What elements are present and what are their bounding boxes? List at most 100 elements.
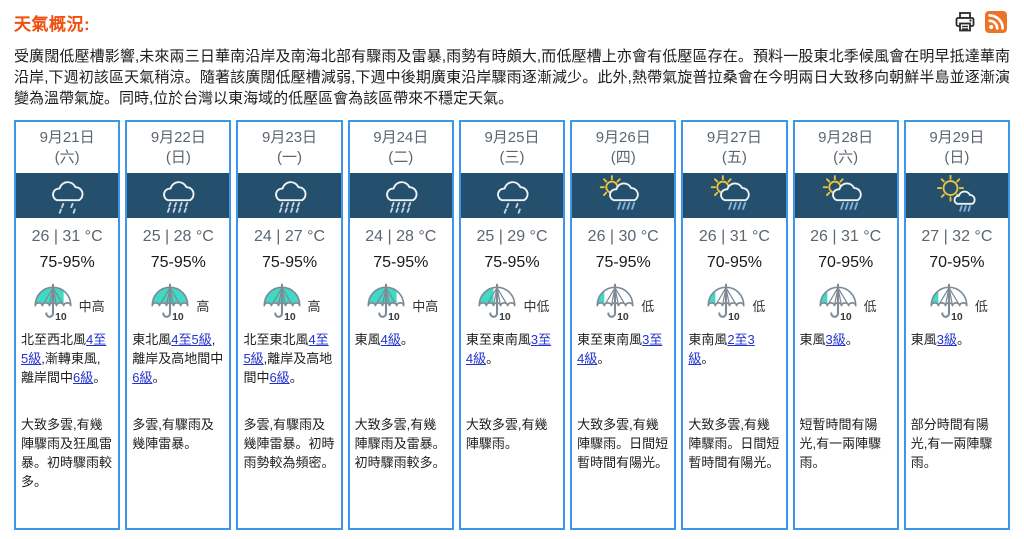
date-label: 9月22日 (日) <box>150 129 206 166</box>
date-label: 9月24日 (二) <box>373 129 429 166</box>
psr-umbrella-icon: 10 <box>33 283 72 323</box>
weather-forecast: 大致多雲,有幾陣驟雨及雷暴。初時驟雨較多。 <box>354 417 446 470</box>
page-title: 天氣概況: <box>14 15 91 34</box>
svg-text:10: 10 <box>728 312 740 323</box>
sunny-intervals-showers-icon <box>711 175 751 210</box>
svg-text:10: 10 <box>55 312 67 323</box>
svg-text:10: 10 <box>388 312 400 323</box>
humidity-range: 75-95% <box>484 254 540 271</box>
humidity-range: 70-95% <box>929 254 985 271</box>
psr-label: 低 <box>863 299 877 314</box>
temperature-range: 26 | 31 °C <box>810 228 882 245</box>
weather-forecast: 部分時間有陽光,有一兩陣驟雨。 <box>910 417 993 470</box>
humidity-range: 70-95% <box>706 254 762 271</box>
humidity-range: 75-95% <box>39 254 95 271</box>
date-label: 9月26日 (四) <box>595 129 651 166</box>
wind-forecast: 東至東南風3至4級。 <box>465 332 552 366</box>
svg-text:10: 10 <box>172 312 184 323</box>
temperature-range: 26 | 30 °C <box>587 228 659 245</box>
humidity-range: 70-95% <box>818 254 874 271</box>
date-label: 9月27日 (五) <box>706 129 762 166</box>
print-icon[interactable] <box>953 10 977 34</box>
psr-row: 10 高 <box>127 281 229 323</box>
forecast-day-card: 9月23日 (一) 24 | 27 °C 75-95% 10 高 北至東北風4至5… <box>236 120 343 530</box>
svg-text:10: 10 <box>617 312 629 323</box>
weather-forecast: 大致多雲,有幾陣驟雨。 <box>465 417 548 451</box>
forecast-day-card: 9月26日 (四) 26 | 30 °C 75-95% 10 低 東至東南風3至4… <box>570 120 677 530</box>
psr-row: 10 低 <box>906 281 1008 323</box>
psr-umbrella-icon: 10 <box>930 283 968 323</box>
forecast-day-card: 9月27日 (五) 26 | 31 °C 70-95% 10 低 東南風2至3級。… <box>681 120 788 530</box>
weather-icon-banner <box>794 173 897 218</box>
heavy-rain-icon <box>163 181 195 213</box>
wind-force-link[interactable]: 3至4級 <box>577 332 663 366</box>
forecast-day-card: 9月24日 (二) 24 | 28 °C 75-95% 10 中高 東風4級。 大… <box>347 120 454 530</box>
wind-force-link[interactable]: 3級 <box>936 332 957 347</box>
weather-summary-text: 受廣闊低壓槽影響,未來兩三日華南沿岸及南海北部有驟雨及雷暴,雨勢有時頗大,而低壓… <box>14 48 1010 107</box>
temperature-range: 26 | 31 °C <box>698 228 770 245</box>
wind-forecast: 東風4級。 <box>354 332 414 347</box>
psr-label: 低 <box>752 299 766 314</box>
heavy-rain-icon <box>274 181 306 213</box>
svg-text:10: 10 <box>951 312 963 323</box>
psr-row: 10 低 <box>683 281 785 323</box>
psr-row: 10 低 <box>795 281 897 323</box>
psr-umbrella-icon: 10 <box>478 283 517 323</box>
rain-icon <box>52 181 84 214</box>
psr-label: 低 <box>974 299 988 314</box>
wind-force-link[interactable]: 2至3級 <box>688 332 755 366</box>
humidity-range: 75-95% <box>261 254 318 271</box>
psr-label: 高 <box>196 299 210 314</box>
wind-force-link[interactable]: 4至5級 <box>243 332 329 366</box>
date-label: 9月21日 (六) <box>39 129 95 166</box>
date-label: 9月23日 (一) <box>262 129 318 166</box>
wind-forecast: 東至東南風3至4級。 <box>577 332 663 366</box>
svg-text:10: 10 <box>840 312 852 323</box>
weather-icon-banner <box>238 173 341 218</box>
sunny-showers-icon <box>936 175 976 212</box>
wind-force-link[interactable]: 3級 <box>825 332 846 347</box>
psr-umbrella-icon: 10 <box>707 283 746 323</box>
psr-label: 中低 <box>523 299 550 314</box>
rain-icon <box>497 181 529 214</box>
temperature-range: 24 | 27 °C <box>254 228 326 245</box>
wind-force-link[interactable]: 4級 <box>380 332 401 347</box>
wind-force-link[interactable]: 3至4級 <box>465 332 552 366</box>
weather-forecast: 大致多雲,有幾陣驟雨及狂風雷暴。初時驟雨較多。 <box>21 417 113 489</box>
humidity-range: 75-95% <box>150 254 206 271</box>
wind-force-link[interactable]: 6級 <box>132 370 153 385</box>
forecast-day-card: 9月28日 (六) 26 | 31 °C 70-95% 10 低 東風3級。 短暫… <box>792 120 899 530</box>
weather-icon-banner <box>905 173 1008 218</box>
sunny-intervals-showers-icon <box>599 175 639 210</box>
forecast-day-card: 9月29日 (日) 27 | 32 °C 70-95% 10 低 東風3級。 部分… <box>903 120 1010 530</box>
psr-row: 10 低 <box>572 281 674 323</box>
weather-forecast: 多雲,有驟雨及幾陣雷暴。初時雨勢較為頻密。 <box>243 417 335 470</box>
wind-force-link[interactable]: 4至5級 <box>21 332 107 366</box>
svg-text:10: 10 <box>500 312 512 323</box>
wind-forecast: 東南風2至3級。 <box>688 332 755 366</box>
psr-row: 10 中高 <box>16 281 118 323</box>
weather-icon-banner <box>16 173 119 218</box>
weather-icon-banner <box>683 173 786 218</box>
wind-force-link[interactable]: 6級 <box>269 370 290 385</box>
date-label: 9月25日 (三) <box>484 129 540 166</box>
psr-label: 低 <box>641 299 655 314</box>
date-label: 9月28日 (六) <box>818 129 874 166</box>
temperature-range: 27 | 32 °C <box>921 228 993 245</box>
wind-force-link[interactable]: 4至5級 <box>171 332 212 347</box>
forecast-day-card: 9月25日 (三) 25 | 29 °C 75-95% 10 中低 東至東南風3至… <box>458 120 566 530</box>
wind-forecast: 東風3級。 <box>910 332 971 347</box>
date-label: 9月29日 (日) <box>929 129 985 166</box>
weather-icon-banner <box>127 173 230 218</box>
wind-force-link[interactable]: 6級 <box>73 370 94 385</box>
page-header: 天氣概況: <box>14 10 1010 38</box>
psr-umbrella-icon: 10 <box>262 283 301 323</box>
weather-icon-banner <box>349 173 452 218</box>
wind-forecast: 東風3級。 <box>799 332 859 347</box>
psr-umbrella-icon: 10 <box>367 283 405 323</box>
weather-icon-banner <box>460 173 564 218</box>
header-icons <box>953 10 1008 34</box>
temperature-range: 26 | 31 °C <box>31 228 103 245</box>
rss-icon[interactable] <box>984 10 1008 34</box>
wind-forecast: 北至西北風4至5級,漸轉東風,離岸間中6級。 <box>21 332 107 385</box>
